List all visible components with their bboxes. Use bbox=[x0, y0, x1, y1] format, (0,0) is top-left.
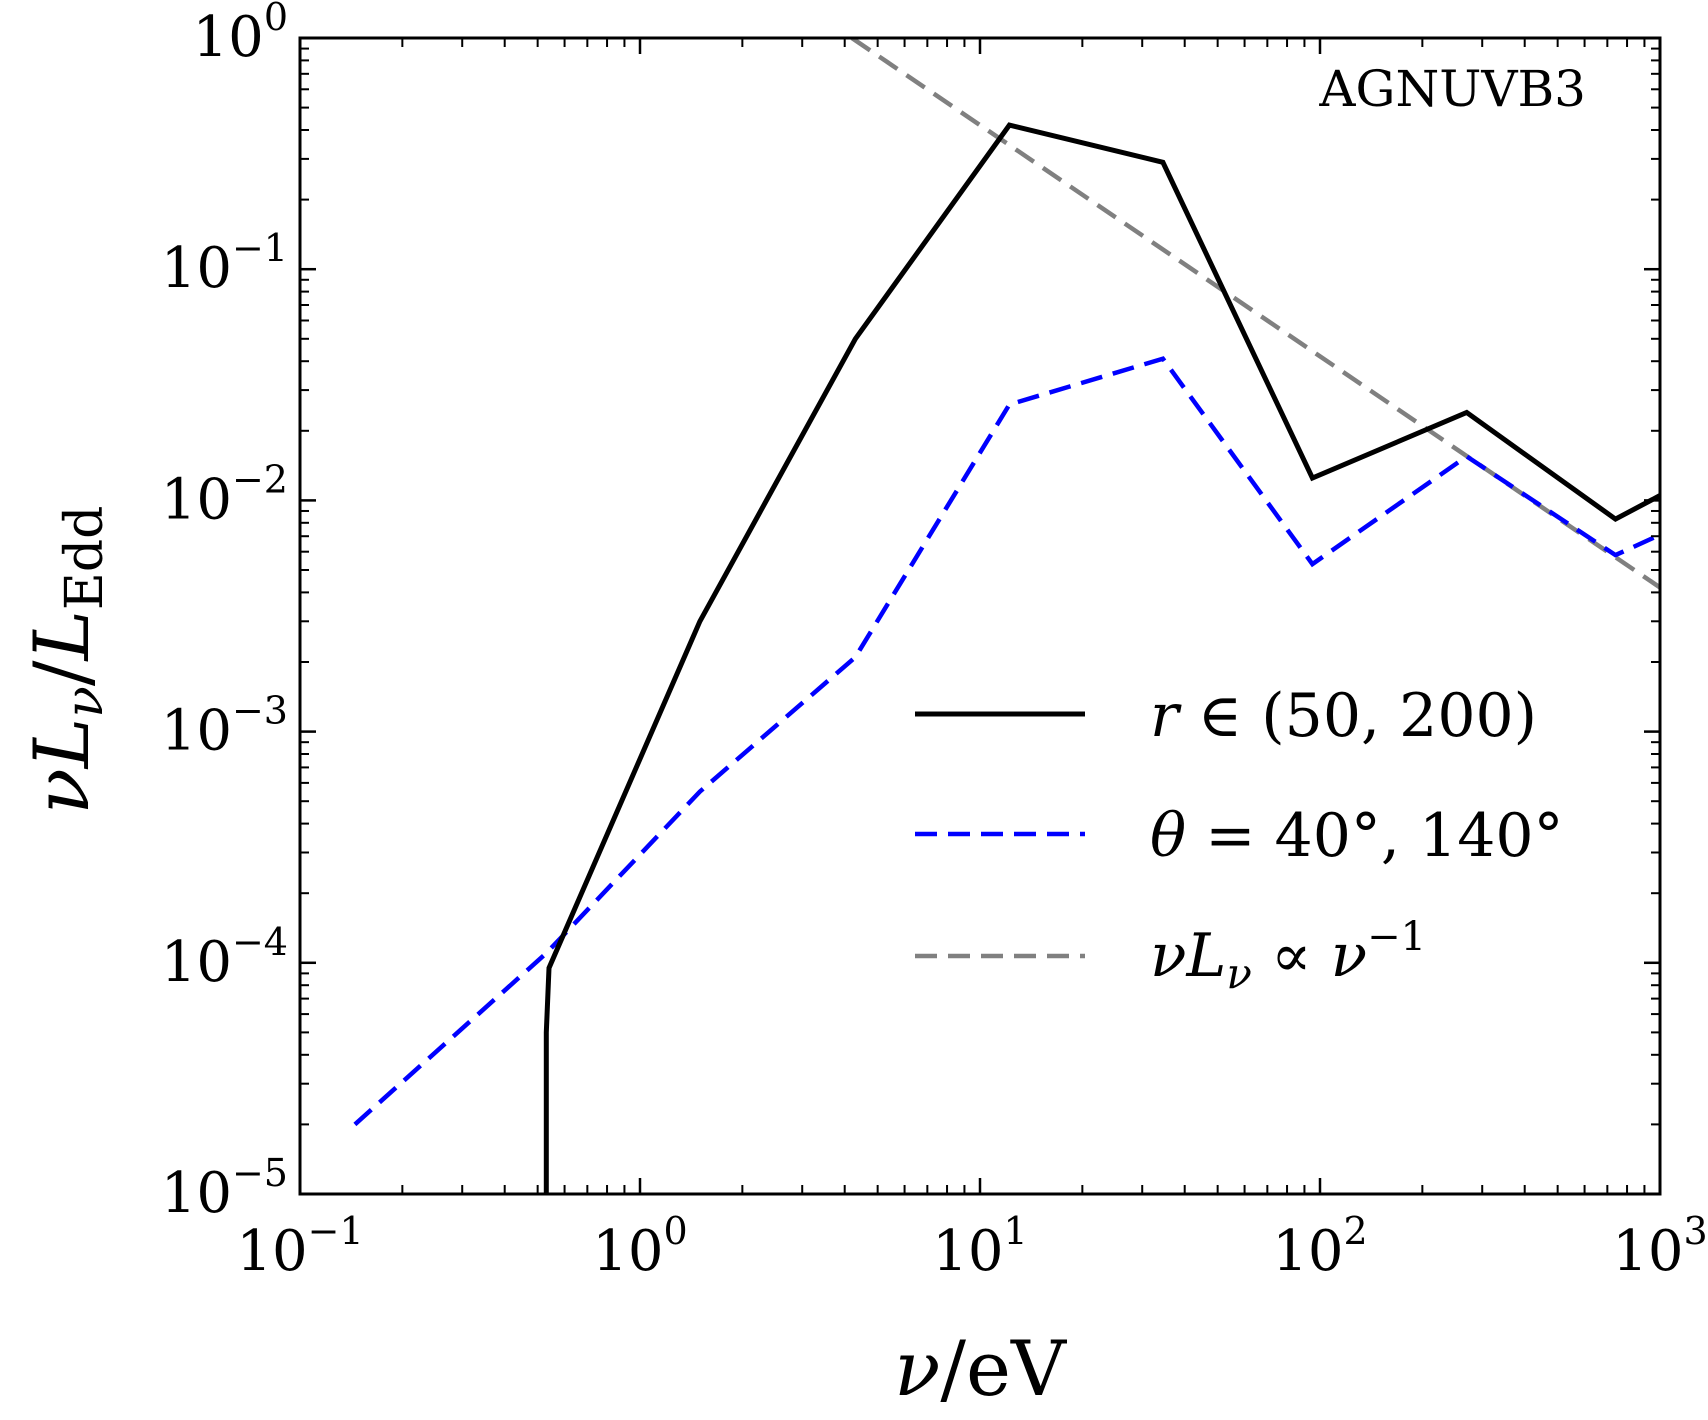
x-axis-label: ν/eV bbox=[894, 1324, 1067, 1413]
legend-label-2: νLν ∝ ν−1 bbox=[1150, 914, 1426, 998]
legend-label-1: θ = 40°, 140° bbox=[1150, 801, 1564, 871]
axis-ticks bbox=[300, 38, 1660, 1194]
x-tick-label: 10−1 bbox=[236, 1209, 363, 1284]
y-tick-label: 10−5 bbox=[161, 1151, 288, 1226]
y-tick-label: 10−4 bbox=[161, 920, 288, 995]
legend: r ∈ (50, 200) θ = 40°, 140° νLν ∝ ν−1 bbox=[915, 681, 1564, 998]
plot-frame bbox=[300, 38, 1660, 1194]
x-tick-label: 102 bbox=[1272, 1209, 1367, 1284]
y-tick-label: 10−3 bbox=[161, 689, 288, 764]
chart-annotation: AGNUVB3 bbox=[1318, 60, 1586, 118]
x-tick-label: 100 bbox=[592, 1209, 687, 1284]
y-tick-label: 10−2 bbox=[161, 457, 288, 532]
x-tick-label: 101 bbox=[932, 1209, 1027, 1284]
y-tick-label: 100 bbox=[193, 0, 288, 70]
y-tick-label: 10−1 bbox=[161, 226, 288, 301]
x-tick-label: 103 bbox=[1612, 1209, 1707, 1284]
legend-label-0: r ∈ (50, 200) bbox=[1150, 681, 1537, 751]
y-axis-label: νLν/LEdd bbox=[17, 506, 115, 815]
series-line-0 bbox=[546, 125, 1660, 1194]
plot-lines bbox=[355, 38, 1660, 1194]
